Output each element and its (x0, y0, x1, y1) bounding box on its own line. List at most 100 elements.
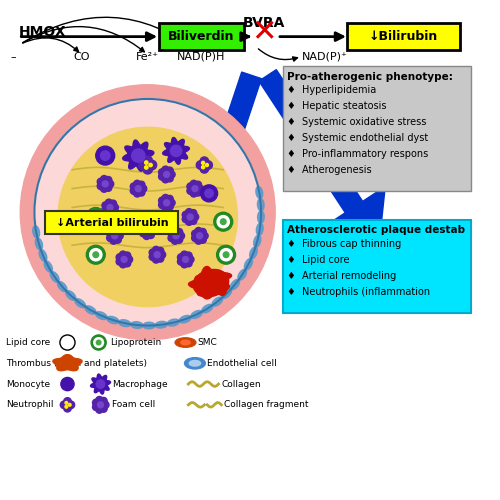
Ellipse shape (184, 358, 206, 369)
Circle shape (199, 236, 206, 244)
Circle shape (100, 151, 110, 160)
Text: ♦  Hepatic steatosis: ♦ Hepatic steatosis (288, 101, 387, 111)
Circle shape (143, 164, 152, 174)
Ellipse shape (58, 282, 67, 292)
Circle shape (162, 176, 169, 183)
Circle shape (168, 171, 175, 178)
Circle shape (90, 248, 102, 261)
Circle shape (206, 164, 208, 166)
Circle shape (58, 128, 238, 306)
Circle shape (114, 236, 122, 244)
Circle shape (200, 164, 208, 173)
Ellipse shape (85, 306, 96, 314)
Circle shape (110, 208, 116, 215)
Ellipse shape (175, 338, 196, 347)
Circle shape (186, 208, 192, 216)
Circle shape (190, 180, 198, 188)
Circle shape (185, 260, 192, 267)
Circle shape (187, 187, 194, 194)
Circle shape (194, 189, 202, 196)
Circle shape (149, 164, 152, 166)
Circle shape (154, 252, 160, 258)
Circle shape (192, 230, 199, 237)
Circle shape (202, 166, 204, 169)
Circle shape (60, 401, 68, 408)
Text: HMOX: HMOX (18, 26, 66, 40)
Ellipse shape (238, 269, 246, 280)
Circle shape (149, 228, 156, 234)
Circle shape (158, 173, 166, 180)
Circle shape (204, 161, 212, 170)
Circle shape (68, 404, 71, 406)
Circle shape (140, 226, 147, 232)
Circle shape (91, 335, 106, 350)
Circle shape (217, 216, 230, 228)
Polygon shape (90, 374, 110, 394)
Circle shape (102, 402, 109, 408)
Text: –: – (11, 52, 16, 62)
Ellipse shape (258, 198, 264, 211)
Circle shape (166, 203, 173, 210)
Circle shape (120, 251, 126, 258)
Ellipse shape (143, 322, 155, 329)
FancyBboxPatch shape (282, 220, 470, 314)
Circle shape (152, 256, 160, 263)
Circle shape (143, 232, 150, 239)
Text: Thrombus (fibrin and platelets): Thrombus (fibrin and platelets) (6, 359, 147, 368)
Circle shape (199, 228, 206, 235)
Text: BVRA: BVRA (242, 16, 285, 30)
Circle shape (65, 406, 68, 408)
Circle shape (112, 233, 117, 239)
Circle shape (158, 197, 166, 204)
Text: Lipid core: Lipid core (6, 338, 51, 347)
Circle shape (116, 258, 123, 265)
Circle shape (144, 228, 150, 234)
Ellipse shape (256, 186, 262, 198)
FancyBboxPatch shape (348, 23, 460, 50)
Circle shape (166, 175, 173, 182)
Circle shape (100, 405, 107, 412)
Circle shape (190, 217, 197, 224)
Polygon shape (122, 140, 154, 171)
Circle shape (196, 233, 202, 239)
Circle shape (97, 178, 104, 186)
Circle shape (147, 224, 154, 231)
Circle shape (67, 401, 74, 408)
Circle shape (182, 256, 188, 262)
Circle shape (106, 209, 112, 216)
Circle shape (187, 256, 194, 263)
Circle shape (121, 256, 127, 262)
Circle shape (192, 234, 199, 242)
Circle shape (110, 237, 117, 244)
Circle shape (132, 149, 145, 162)
Ellipse shape (96, 312, 107, 320)
Circle shape (144, 161, 148, 164)
Text: NAD(P)⁺: NAD(P)⁺ (302, 52, 348, 62)
Circle shape (166, 196, 173, 202)
Circle shape (110, 228, 117, 234)
Polygon shape (188, 266, 232, 299)
Circle shape (202, 162, 204, 164)
Circle shape (194, 181, 202, 188)
Ellipse shape (66, 290, 76, 300)
Circle shape (205, 189, 214, 198)
Ellipse shape (256, 223, 263, 235)
Circle shape (162, 204, 169, 211)
Circle shape (158, 169, 166, 176)
Ellipse shape (75, 298, 86, 308)
Circle shape (223, 252, 229, 258)
Circle shape (178, 232, 184, 239)
Ellipse shape (230, 280, 239, 289)
Text: Endothelial cell: Endothelial cell (207, 359, 277, 368)
Circle shape (185, 252, 192, 259)
Circle shape (86, 208, 105, 227)
Ellipse shape (155, 322, 168, 328)
Ellipse shape (118, 320, 130, 326)
Text: Foam cell: Foam cell (112, 400, 155, 409)
Ellipse shape (244, 258, 252, 270)
Circle shape (126, 256, 132, 263)
Circle shape (138, 189, 145, 196)
Circle shape (201, 232, 208, 239)
Text: CO: CO (74, 52, 90, 62)
Circle shape (149, 254, 156, 260)
